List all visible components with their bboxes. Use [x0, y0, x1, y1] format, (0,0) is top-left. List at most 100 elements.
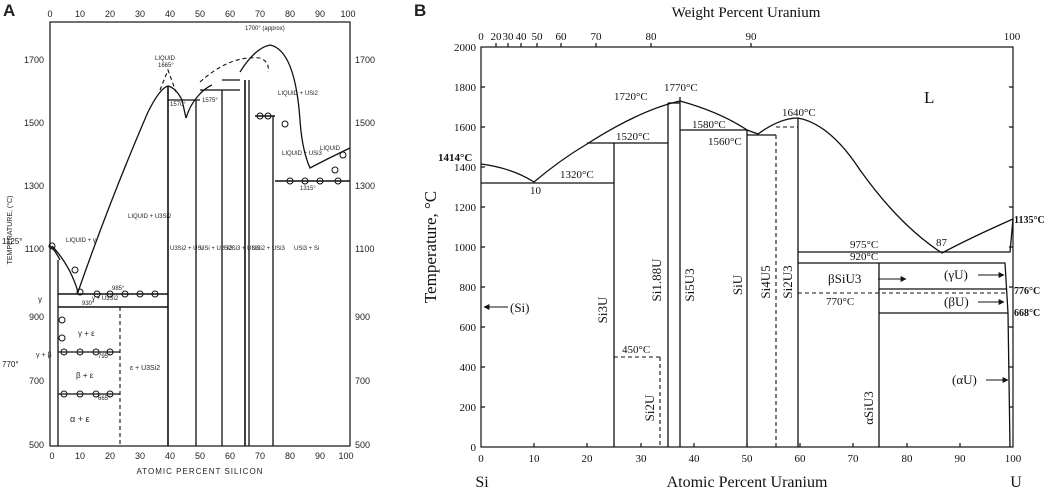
t1414: 1414°C [438, 152, 472, 164]
liquidus-right [239, 44, 351, 169]
ann-liq-usi3: LIQUID + USi3 [282, 151, 323, 157]
left-tick: 1100 [25, 244, 44, 254]
liquidus-usi [185, 84, 213, 119]
liquidus-dashed-a [159, 68, 177, 93]
left-tick: 700 [29, 376, 44, 386]
t1560: 1560°C [708, 136, 742, 148]
panel-b-y-title: Temperature, °C [421, 191, 440, 303]
t776: 776°C [1014, 286, 1040, 297]
ann-795: 795° [98, 354, 111, 360]
t1580: 1580°C [692, 119, 726, 131]
gamma-right [1000, 262, 1011, 448]
end-label-u: U [1010, 474, 1022, 491]
phase-siu: SiU [730, 274, 745, 295]
top-tick: 30 [135, 9, 145, 19]
bottom-tick: 0 [478, 453, 484, 465]
bottom-tick: 100 [1005, 453, 1022, 465]
point-87: 87 [936, 237, 948, 249]
phase-bsiu3: βSiU3 [828, 271, 861, 286]
top-tick: 50 [195, 9, 205, 19]
ann-gb: γ + β [36, 352, 52, 359]
t920: 920°C [850, 251, 878, 263]
top-tick: 40 [516, 31, 528, 43]
end-label-si: Si [475, 474, 489, 491]
ann-liquid-top: LIQUID [155, 56, 176, 62]
top-tick: 0 [47, 9, 52, 19]
t1720: 1720°C [614, 91, 648, 103]
panel-b: B Weight Percent Uranium 0 20 30 40 50 6… [414, 1, 1045, 491]
top-tick: 80 [285, 9, 295, 19]
ann-g-u3si2: γ + U3Si2 [92, 296, 119, 302]
right-tick: 1700 [355, 55, 375, 65]
panel-a-frame [49, 21, 351, 447]
panel-a-left-ticks: 1700 1500 1300 1100 900 700 500 [24, 55, 44, 450]
ann-1665: 1665° [158, 63, 174, 69]
panel-b-top-ticks: 0 20 30 40 50 60 70 80 90 100 [478, 31, 1021, 43]
bottom-tick: 60 [225, 451, 235, 461]
ann-930: 930° [82, 301, 95, 307]
panel-a: A 0 10 20 30 40 50 60 70 80 90 100 0 10 … [2, 1, 375, 476]
bottom-tick: 90 [955, 453, 967, 465]
bottom-tick: 0 [49, 451, 54, 461]
t1125-label: 1125° [2, 237, 22, 246]
left-tick: 900 [29, 312, 44, 322]
phase-au: (αU) [952, 372, 977, 387]
panel-b-top-tick-marks [495, 43, 752, 47]
panel-b-letter: B [414, 1, 426, 20]
panel-b-temp-labels: 1414°C 1320°C 1520°C 1720°C 1770°C 1580°… [438, 82, 1045, 356]
t1320: 1320°C [560, 169, 594, 181]
top-tick: 50 [532, 31, 544, 43]
panel-a-right-ticks: 1700 1500 1300 1100 900 700 500 [355, 55, 375, 450]
t450: 450°C [622, 344, 650, 356]
y-tick: 0 [471, 442, 477, 454]
liquidus-dashed-b [199, 57, 269, 83]
ann-665: 665° [98, 396, 111, 402]
right-tick: 1500 [355, 118, 375, 128]
top-tick: 20 [491, 31, 503, 43]
phase-si4u5: Si4U5 [758, 265, 773, 298]
top-tick: 70 [591, 31, 603, 43]
bottom-tick: 30 [135, 451, 145, 461]
top-tick: 100 [340, 9, 355, 19]
liquid-label: L [924, 88, 934, 107]
y-tick: 1600 [454, 122, 477, 134]
top-tick: 40 [165, 9, 175, 19]
liquidus-start [49, 245, 61, 261]
ann-liquid-right: LIQUID [320, 146, 341, 152]
t975: 975°C [850, 239, 878, 251]
bottom-tick: 10 [75, 451, 85, 461]
phase-si2u3: Si2U3 [780, 265, 795, 298]
bottom-tick: 90 [315, 451, 325, 461]
ann-usi-u2si3: USi + U2Si3 [200, 246, 234, 252]
bottom-tick: 70 [255, 451, 265, 461]
panel-a-annotations: LIQUID 1665° 1700° (approx) 1570° 1575° … [36, 26, 341, 424]
bottom-tick: 50 [195, 451, 205, 461]
t1640: 1640°C [782, 107, 816, 119]
bottom-tick: 50 [742, 453, 754, 465]
ann-usi3-si: USi3 + Si [294, 246, 319, 252]
bottom-tick: 100 [338, 451, 353, 461]
ann-eps-u3si2: ε + U3Si2 [130, 365, 160, 372]
ann-u3si2-usi: U3Si2 + USi [170, 246, 203, 252]
y-tick: 200 [460, 402, 477, 414]
right-tick: 1300 [355, 181, 375, 191]
y-tick: 1200 [454, 202, 477, 214]
ann-gamma: γ [38, 295, 42, 304]
ann-a-e: α + ε [70, 414, 89, 424]
bottom-tick: 30 [636, 453, 648, 465]
phase-si188u: Si1.88U [649, 258, 664, 302]
top-tick: 60 [225, 9, 235, 19]
top-tick: 70 [255, 9, 265, 19]
phase-si2u: Si2U [642, 394, 657, 421]
panel-b-y-tick-marks [481, 86, 1013, 408]
top-tick: 10 [75, 9, 85, 19]
bottom-tick: 40 [165, 451, 175, 461]
bottom-tick: 70 [848, 453, 860, 465]
top-tick: 100 [1004, 31, 1021, 43]
panel-b-y-ticks: 0 200 400 600 800 1000 1200 1400 1600 18… [454, 42, 477, 454]
liquidus-left [51, 85, 187, 295]
phase-asiu3: αSiU3 [861, 391, 876, 425]
ann-liq-y: LIQUID + γ [66, 238, 96, 244]
t1770: 1770°C [664, 82, 698, 94]
ann-usi2-usi3: USi2 + USi3 [252, 246, 286, 252]
